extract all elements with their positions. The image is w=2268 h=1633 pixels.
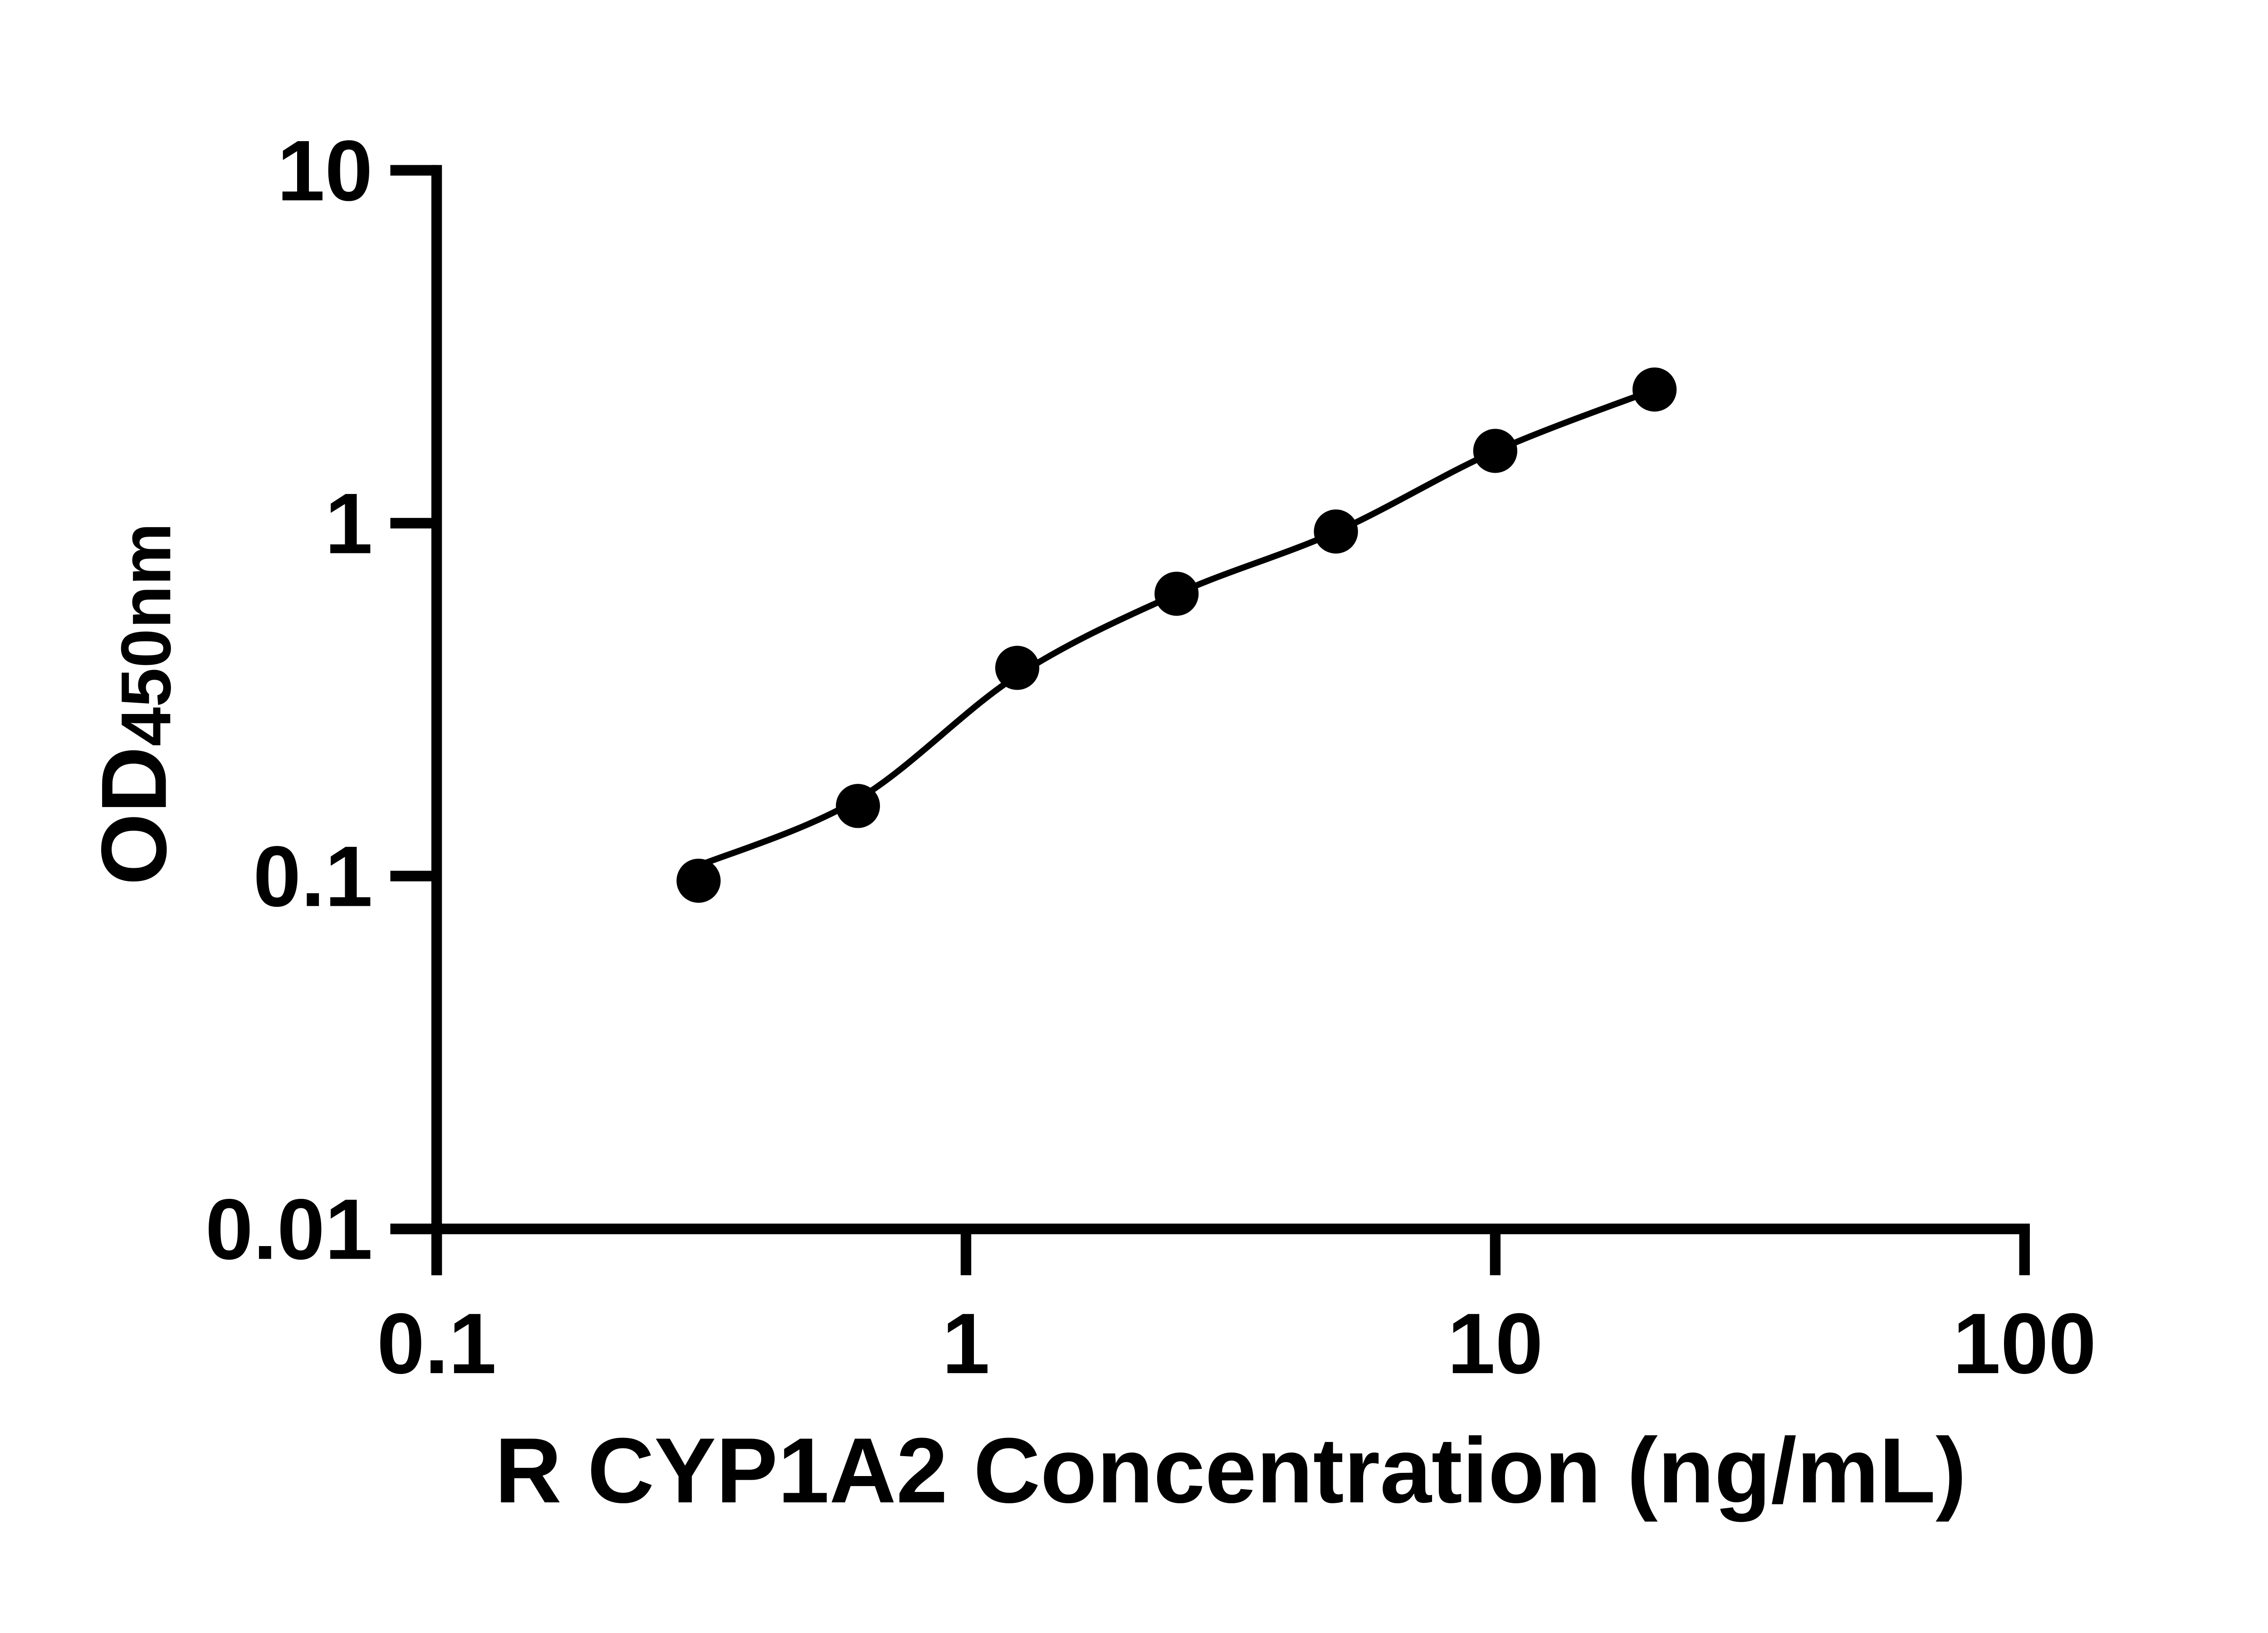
data-point: [995, 645, 1040, 690]
x-tick-label: 100: [1953, 1296, 2096, 1392]
data-point: [1314, 509, 1358, 554]
data-point: [1154, 572, 1199, 616]
axes: [390, 165, 2030, 1276]
data-point: [676, 858, 721, 903]
x-tick-label: 0.1: [377, 1296, 497, 1392]
y-tick-label: 0.1: [253, 828, 373, 924]
data-point: [836, 784, 880, 828]
x-axis-title: R CYP1A2 Concentration (ng/mL): [495, 1419, 1966, 1522]
data-point: [1632, 367, 1677, 412]
data-points: [676, 367, 1677, 903]
y-axis-title-main: OD: [83, 746, 186, 885]
data-point: [1473, 429, 1518, 473]
y-tick-label: 1: [325, 475, 372, 572]
x-tick-label: 10: [1447, 1296, 1543, 1392]
x-tick-label: 1: [942, 1296, 990, 1392]
y-axis-title-subscript: 450nm: [106, 523, 185, 746]
y-tick-label: 0.01: [205, 1181, 373, 1277]
y-axis-title: OD450nm: [83, 523, 186, 885]
y-tick-label: 10: [277, 123, 373, 219]
